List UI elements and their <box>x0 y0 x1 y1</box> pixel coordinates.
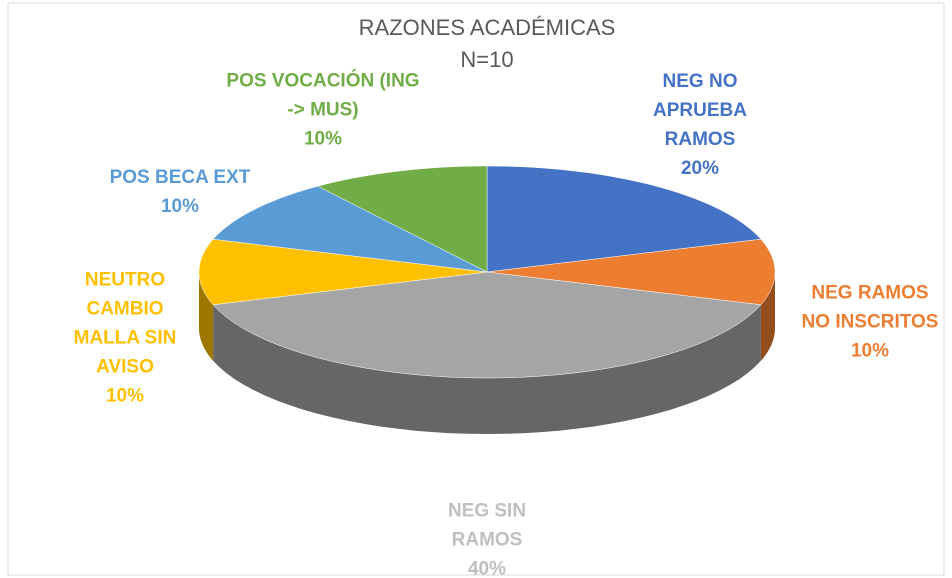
value-label: 10% <box>850 340 890 362</box>
value-label: 40% <box>467 558 507 578</box>
data-label: POS VOCACIÓN (ING -> MUS) 10% <box>223 67 423 154</box>
data-label: NEUTRO CAMBIO MALLA SIN AVISO 10% <box>65 266 185 411</box>
slice-side <box>760 272 775 361</box>
slice <box>212 185 488 273</box>
data-label: POS BECA EXT 10% <box>95 163 265 221</box>
category-label: POS VOCACIÓN (ING -> MUS) <box>226 70 420 121</box>
category-label: NEG NO APRUEBA RAMOS <box>653 71 747 150</box>
slice-side <box>199 272 214 361</box>
slice <box>316 165 488 273</box>
category-label: POS BECA EXT <box>109 167 251 188</box>
slice <box>212 271 762 379</box>
data-label: NEG NO APRUEBA RAMOS 20% <box>645 67 755 183</box>
value-label: 10% <box>303 128 343 150</box>
category-label: NEUTRO CAMBIO MALLA SIN AVISO <box>73 269 177 378</box>
value-label: 20% <box>680 158 720 179</box>
data-label: NEG RAMOS NO INSCRITOS 10% <box>795 279 945 366</box>
chart-title: RAZONES ACADÉMICAS N=10 <box>358 15 616 72</box>
value-label: 10% <box>105 385 145 407</box>
sides <box>199 272 775 434</box>
category-label: NEG RAMOS NO INSCRITOS <box>801 282 939 333</box>
tops <box>198 165 776 379</box>
data-label: NEG SIN RAMOS 40% <box>427 497 547 578</box>
slice <box>486 238 776 306</box>
slice <box>198 238 488 306</box>
slice-side <box>213 304 761 434</box>
category-label: NEG SIN RAMOS <box>447 500 527 551</box>
slice <box>486 165 762 273</box>
value-label: 10% <box>160 196 200 217</box>
